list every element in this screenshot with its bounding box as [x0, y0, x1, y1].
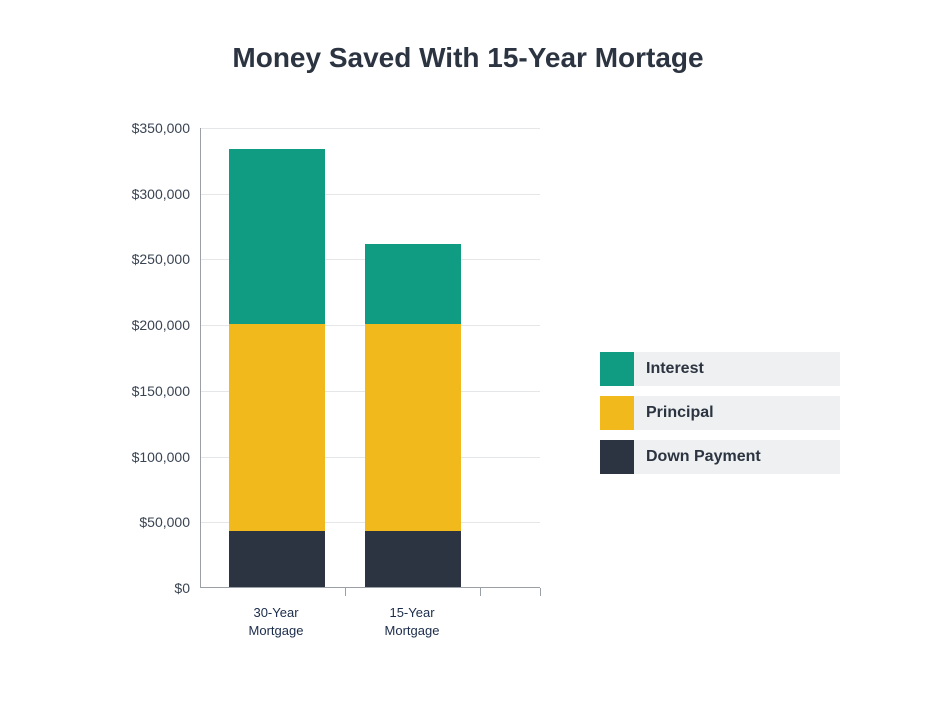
legend: Interest Principal Down Payment — [600, 352, 840, 484]
chart-title: Money Saved With 15-Year Mortage — [0, 42, 936, 74]
y-tick-label: $0 — [100, 580, 190, 596]
y-tick-label: $350,000 — [100, 120, 190, 136]
legend-row-down_payment: Down Payment — [600, 440, 840, 474]
x-tick-label: 30-YearMortgage — [216, 604, 336, 639]
legend-row-interest: Interest — [600, 352, 840, 386]
y-tick-label: $300,000 — [100, 186, 190, 202]
legend-swatch — [600, 352, 634, 386]
bar — [229, 149, 325, 587]
bar-segment-principal — [365, 324, 461, 530]
x-tick — [540, 588, 541, 596]
legend-label: Principal — [634, 396, 840, 430]
bar-segment-interest — [229, 149, 325, 324]
plot-region — [200, 128, 540, 588]
bar-segment-interest — [365, 244, 461, 324]
bar-segment-principal — [229, 324, 325, 530]
legend-label: Interest — [634, 352, 840, 386]
y-tick-label: $50,000 — [100, 514, 190, 530]
legend-label: Down Payment — [634, 440, 840, 474]
y-tick-label: $250,000 — [100, 251, 190, 267]
bar-segment-down_payment — [229, 531, 325, 588]
x-tick-label: 15-YearMortgage — [352, 604, 472, 639]
chart-area: $0 $50,000 $100,000 $150,000 $200,000 $250,00… — [100, 128, 540, 648]
x-tick — [480, 588, 481, 596]
legend-row-principal: Principal — [600, 396, 840, 430]
bar — [365, 244, 461, 587]
bar-segment-down_payment — [365, 531, 461, 588]
y-tick-label: $200,000 — [100, 317, 190, 333]
y-tick-label: $150,000 — [100, 383, 190, 399]
y-tick-label: $100,000 — [100, 449, 190, 465]
x-tick — [345, 588, 346, 596]
legend-swatch — [600, 396, 634, 430]
grid-line — [201, 128, 540, 129]
legend-swatch — [600, 440, 634, 474]
